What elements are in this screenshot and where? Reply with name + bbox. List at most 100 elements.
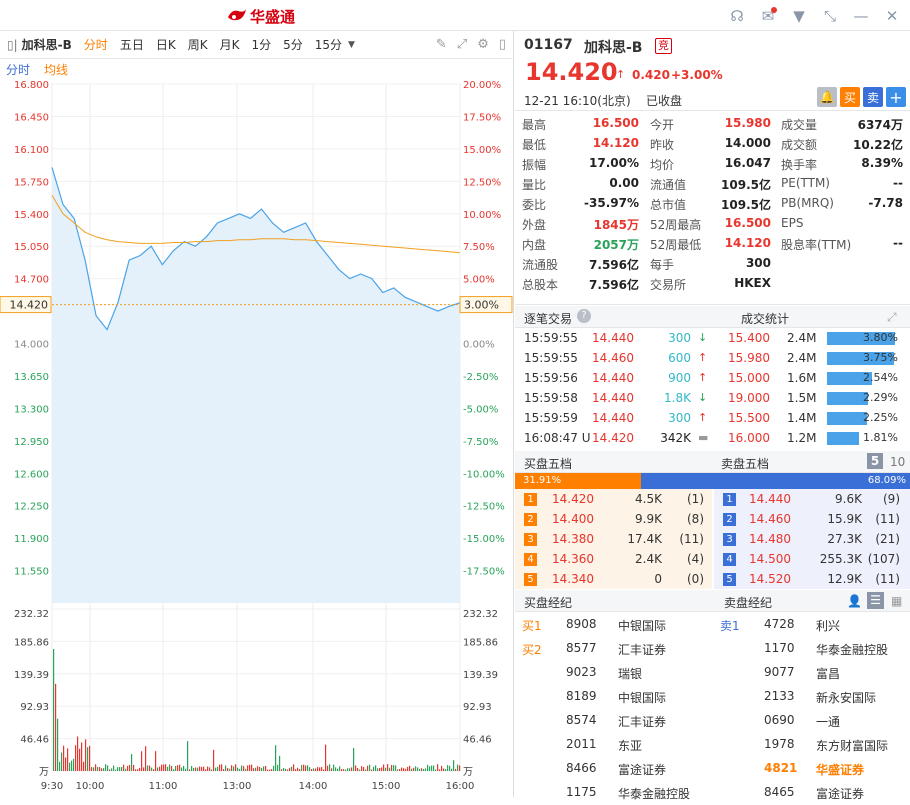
bid-broker-row[interactable]: 2011 东亚 (515, 733, 712, 757)
shrink-icon[interactable]: ⤡ (823, 7, 836, 25)
ask-broker-row[interactable]: 9077 富昌 (714, 661, 910, 685)
bid-level[interactable]: 4 14.360 2.4K (4) (515, 549, 712, 569)
volume-bar (127, 765, 129, 771)
volume-bar (429, 766, 431, 771)
chart-tab-4[interactable]: 月K (219, 38, 240, 52)
expand-icon[interactable]: ⤢ (456, 37, 468, 52)
sell-button[interactable]: 卖 (863, 87, 883, 107)
ask-level[interactable]: 3 14.480 27.3K (21) (714, 529, 910, 549)
ask-volume: 12.9K (827, 572, 862, 586)
tick-price: 14.440 (592, 411, 634, 425)
bid-broker-row[interactable]: 买1 8908 中银国际 (515, 613, 712, 637)
ask-broker-row[interactable]: 0690 一通 (714, 709, 910, 733)
bid-broker-row[interactable]: 买2 8577 汇丰证券 (515, 637, 712, 661)
volume-bar (181, 767, 183, 771)
ask-broker-row[interactable]: 卖1 4728 利兴 (714, 613, 910, 637)
subtab-average[interactable]: 均线 (44, 62, 69, 77)
ask-ratio: 68.09% (867, 475, 906, 486)
ask-level[interactable]: 5 14.520 12.9K (11) (714, 569, 910, 589)
bid-broker-row[interactable]: 9023 瑞银 (515, 661, 712, 685)
stat-bar (827, 412, 868, 425)
ask-broker-row[interactable]: 1978 东方财富国际 (714, 733, 910, 757)
ask-level-num: 4 (723, 553, 736, 566)
volume-bar (161, 764, 163, 771)
fullscreen-icon[interactable]: ⤢ (887, 310, 897, 324)
bid-level[interactable]: 2 14.400 9.9K (8) (515, 509, 712, 529)
chevron-down-icon[interactable]: ▼ (348, 39, 355, 50)
bid-broker-row[interactable]: 8574 汇丰证券 (515, 709, 712, 733)
ask-level[interactable]: 2 14.460 15.9K (11) (714, 509, 910, 529)
arrow-down-icon: ↓ (698, 331, 708, 344)
tick-price: 14.440 (592, 371, 634, 385)
volume-bar (415, 766, 417, 771)
ask-level[interactable]: 1 14.440 9.6K (9) (714, 489, 910, 509)
volume-bar (267, 769, 269, 771)
chart-tab-5[interactable]: 1分 (251, 38, 272, 52)
volume-bar (277, 764, 279, 771)
mail-icon[interactable]: ✉ (756, 6, 780, 26)
close-icon[interactable]: ✕ (885, 7, 899, 25)
ask-level[interactable]: 4 14.500 255.3K (107) (714, 549, 910, 569)
bid-broker-row[interactable]: 1175 华泰金融控股 (515, 781, 712, 805)
price-tick: 15.050 (14, 242, 49, 253)
tick-price: 14.420 (592, 431, 634, 445)
bid-volume: 0 (654, 572, 662, 586)
chart-tab-3[interactable]: 周K (187, 38, 208, 52)
headset-icon[interactable]: ☊ (730, 7, 744, 25)
ask-broker-row[interactable]: 1170 华泰金融控股 (714, 637, 910, 661)
volume-bar (125, 768, 127, 771)
bid-broker-name: 中银国际 (618, 619, 667, 633)
bid-level[interactable]: 1 14.420 4.5K (1) (515, 489, 712, 509)
volume-bar (295, 769, 297, 771)
level5-toggle[interactable]: 5 (867, 453, 883, 469)
help-icon[interactable]: ? (577, 309, 591, 323)
alert-bell-icon[interactable]: 🔔 (817, 87, 837, 107)
bid-level[interactable]: 3 14.380 17.4K (11) (515, 529, 712, 549)
add-watchlist-button[interactable]: + (886, 87, 906, 107)
minimize-icon[interactable]: — (853, 7, 869, 25)
stat-label: 今开 (650, 118, 675, 132)
chart-tab-1[interactable]: 五日 (119, 38, 144, 52)
bid-orders: (4) (687, 552, 704, 566)
shirt-icon[interactable]: ▼ (793, 7, 805, 25)
volume-bar (215, 767, 217, 771)
bid-broker-id: 9023 (566, 665, 597, 679)
volume-bar (153, 769, 155, 771)
bid-level-num: 2 (524, 513, 537, 526)
volume-bar (405, 768, 407, 771)
chart-tab-0[interactable]: 分时 (83, 38, 108, 52)
ask-broker-row[interactable]: 4821 华盛证券 (714, 757, 910, 781)
subtab-timeshare[interactable]: 分时 (6, 62, 31, 77)
pen-icon[interactable]: ✎ (435, 37, 447, 52)
grid-view-icon[interactable]: ▦ (891, 594, 903, 608)
volume-bar (339, 766, 341, 771)
arrow-up-icon: ↑ (698, 371, 708, 384)
chart-tab-7[interactable]: 15分 (314, 38, 343, 52)
ask-broker-row[interactable]: 8465 富途证券 (714, 781, 910, 805)
buy-button[interactable]: 买 (840, 87, 860, 107)
bid-level[interactable]: 5 14.340 0 (0) (515, 569, 712, 589)
more-icon[interactable]: ▯ (498, 37, 506, 52)
volume-bar (65, 757, 67, 771)
bid-broker-row[interactable]: 8189 中银国际 (515, 685, 712, 709)
bid-broker-row[interactable]: 8466 富途证券 (515, 757, 712, 781)
gear-icon[interactable]: ⚙ (477, 37, 489, 52)
price-chart[interactable]: 16.800 20.00% 16.450 17.50% 16.100 15.00% 15.7… (0, 79, 514, 797)
chart-tab-6[interactable]: 5分 (283, 38, 303, 52)
tick-price: 14.440 (592, 331, 634, 345)
volume-bar (83, 761, 85, 771)
list-view-icon[interactable]: ☰ (867, 592, 884, 609)
volume-bar (353, 748, 355, 771)
ask-broker-row[interactable]: 2133 新永安国际 (714, 685, 910, 709)
volume-bar (189, 769, 191, 771)
level10-toggle[interactable]: 10 (890, 455, 906, 469)
collapse-icon[interactable]: ▯| (7, 37, 18, 52)
user-icon[interactable]: 👤 (847, 594, 862, 608)
chart-tab-2[interactable]: 日K (155, 38, 176, 52)
volume-bar (203, 766, 205, 771)
volume-bar (105, 764, 107, 771)
volume-bar (237, 767, 239, 771)
volume-tick: 92.93 (20, 702, 49, 713)
volume-bar (159, 766, 161, 771)
volume-bar (143, 767, 145, 771)
